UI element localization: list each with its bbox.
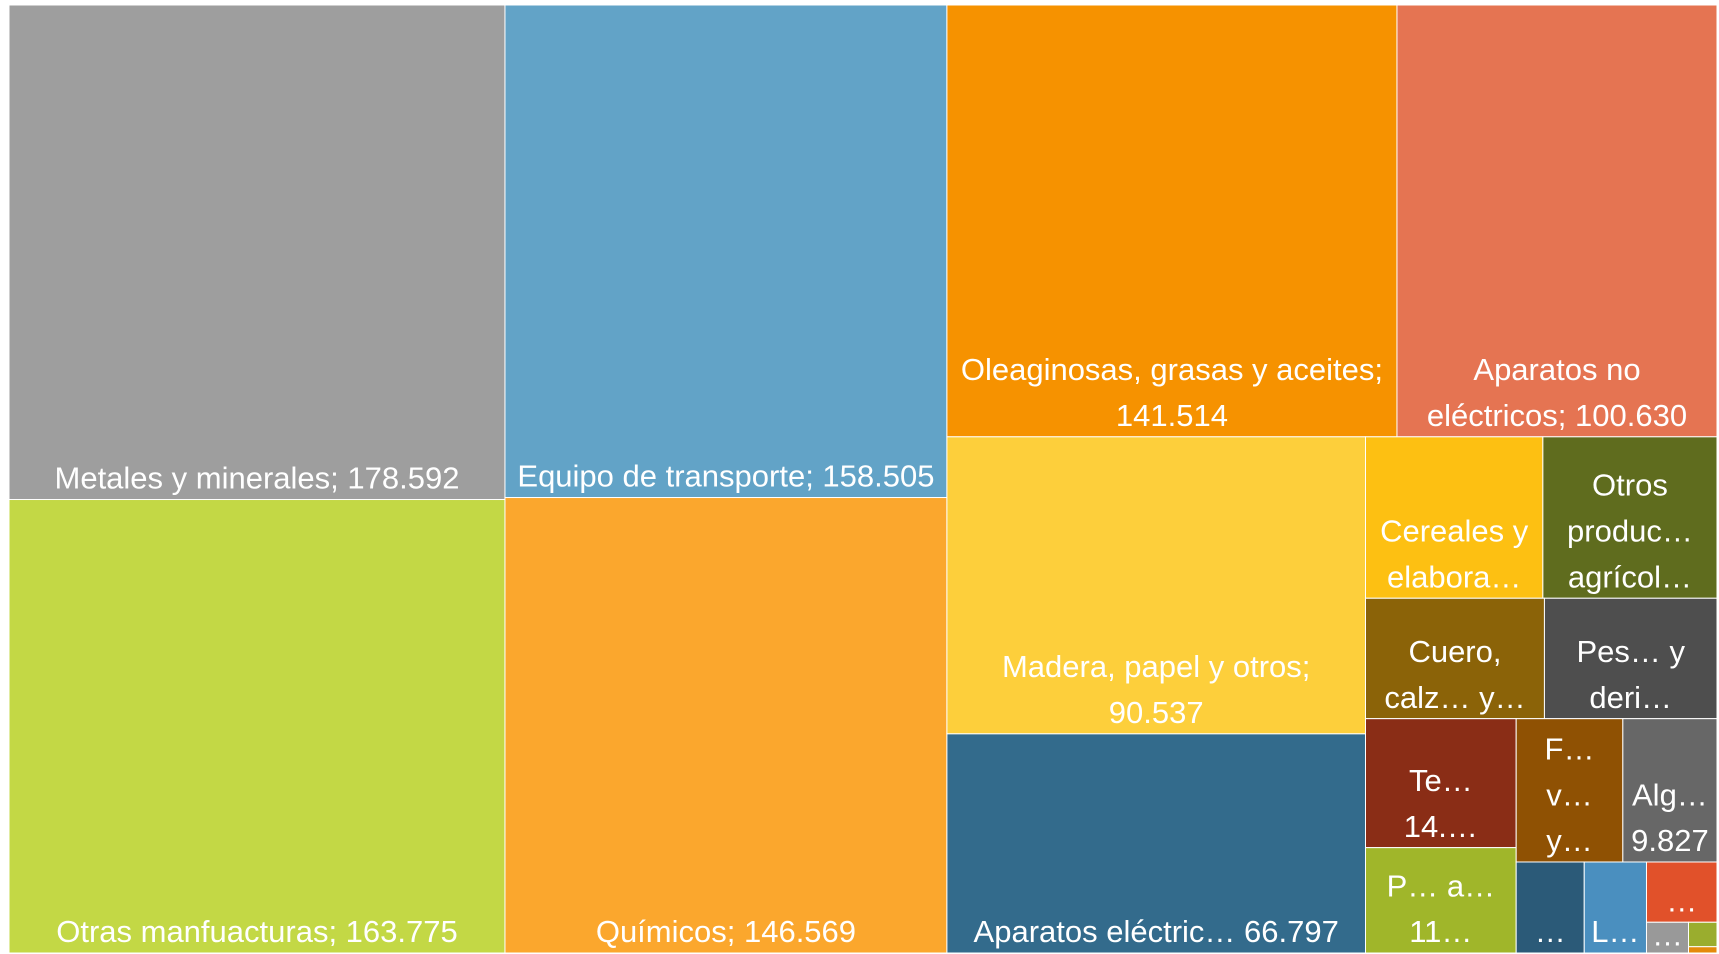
label-line: Madera, papel y otros; <box>1002 649 1310 684</box>
label-line: Metales y minerales; 178.592 <box>55 461 460 496</box>
label-line: Cereales y <box>1380 514 1529 549</box>
tile-label: Aparatos eléctric… 66.797 <box>974 914 1339 949</box>
tile-label: Alg… 9.827 <box>1631 777 1709 858</box>
label-line: Pes… y <box>1576 634 1685 669</box>
label-line: 14.… <box>1404 809 1478 844</box>
tile-label: F… v… y… <box>1545 731 1595 858</box>
tile <box>1365 597 1545 720</box>
label-line: deri… <box>1589 680 1672 715</box>
tile <box>504 497 948 954</box>
tile <box>1365 436 1544 599</box>
tile-label: Metales y minerales; 178.592 <box>55 461 460 496</box>
tile-label: Cereales y elabora… <box>1380 514 1529 595</box>
label-line: Otros <box>1592 468 1668 503</box>
label-line: Oleaginosas, grasas y aceites; <box>961 352 1383 387</box>
tile-label: P… a… 11… <box>1387 868 1496 949</box>
label-line: 9.827 <box>1631 823 1709 858</box>
label-line: eléctricos; 100.630 <box>1427 398 1687 433</box>
label-line: Equipo de transporte; 158.505 <box>517 459 934 494</box>
tile <box>8 499 506 954</box>
tile <box>946 436 1367 735</box>
tile-label: L… <box>1591 914 1639 949</box>
tile <box>1515 718 1624 863</box>
tile-label: Madera, papel y otros; 90.537 <box>1002 649 1310 730</box>
tile <box>1365 847 1517 954</box>
label-line: 11… <box>1409 914 1472 949</box>
label-line: Aparatos eléctric… 66.797 <box>974 914 1339 949</box>
tile-label: Pes… y deri… <box>1576 634 1685 715</box>
label-line: P… a… <box>1387 868 1496 903</box>
label-line: produc… <box>1567 514 1693 549</box>
tile-label: Te… 14.… <box>1404 763 1478 844</box>
label-line: … <box>1535 914 1566 949</box>
tile <box>1622 718 1718 863</box>
label-line: Aparatos no <box>1473 352 1640 387</box>
label-line: Químicos; 146.569 <box>596 914 856 949</box>
label-line: calz… y… <box>1384 680 1525 715</box>
tile <box>1515 861 1585 954</box>
label-line: F… <box>1545 731 1595 766</box>
label-line: v… <box>1546 777 1593 812</box>
label-line: elabora… <box>1387 559 1521 594</box>
tile-label: Cuero, calz… y… <box>1384 634 1525 715</box>
label-line: 141.514 <box>1116 398 1228 433</box>
tile <box>8 4 506 501</box>
tile <box>946 733 1367 954</box>
tile <box>1687 921 1718 948</box>
label-line: L… <box>1591 914 1639 949</box>
label-line: … <box>1666 883 1697 918</box>
tile-label: … <box>1652 917 1683 952</box>
tile-label: … <box>1535 914 1566 949</box>
tile <box>1583 861 1647 954</box>
tile <box>1396 4 1718 438</box>
tile-label: Otras manfuacturas; 163.775 <box>56 914 458 949</box>
tile <box>1365 718 1517 849</box>
tile-label: Aparatos no eléctricos; 100.630 <box>1427 352 1687 433</box>
label-line: y… <box>1546 823 1593 858</box>
tile-label: … <box>1666 883 1697 918</box>
tile-label: Oleaginosas, grasas y aceites; 141.514 <box>961 352 1383 433</box>
label-line: agrícol… <box>1568 559 1692 594</box>
label-line: Cuero, <box>1408 634 1501 669</box>
label-line: Te… <box>1409 763 1473 798</box>
label-line: Alg… <box>1632 777 1708 812</box>
tile <box>1687 946 1718 954</box>
tile <box>1542 436 1718 599</box>
tile <box>946 4 1398 438</box>
tile <box>504 4 948 499</box>
tile <box>1645 861 1718 923</box>
tile-label: Químicos; 146.569 <box>596 914 856 949</box>
label-line: Otras manfuacturas; 163.775 <box>56 914 458 949</box>
tile-label: Equipo de transporte; 158.505 <box>517 459 934 494</box>
label-line: 90.537 <box>1109 695 1204 730</box>
label-line: … <box>1652 917 1683 952</box>
tile-label: Otros produc… agrícol… <box>1567 468 1693 595</box>
